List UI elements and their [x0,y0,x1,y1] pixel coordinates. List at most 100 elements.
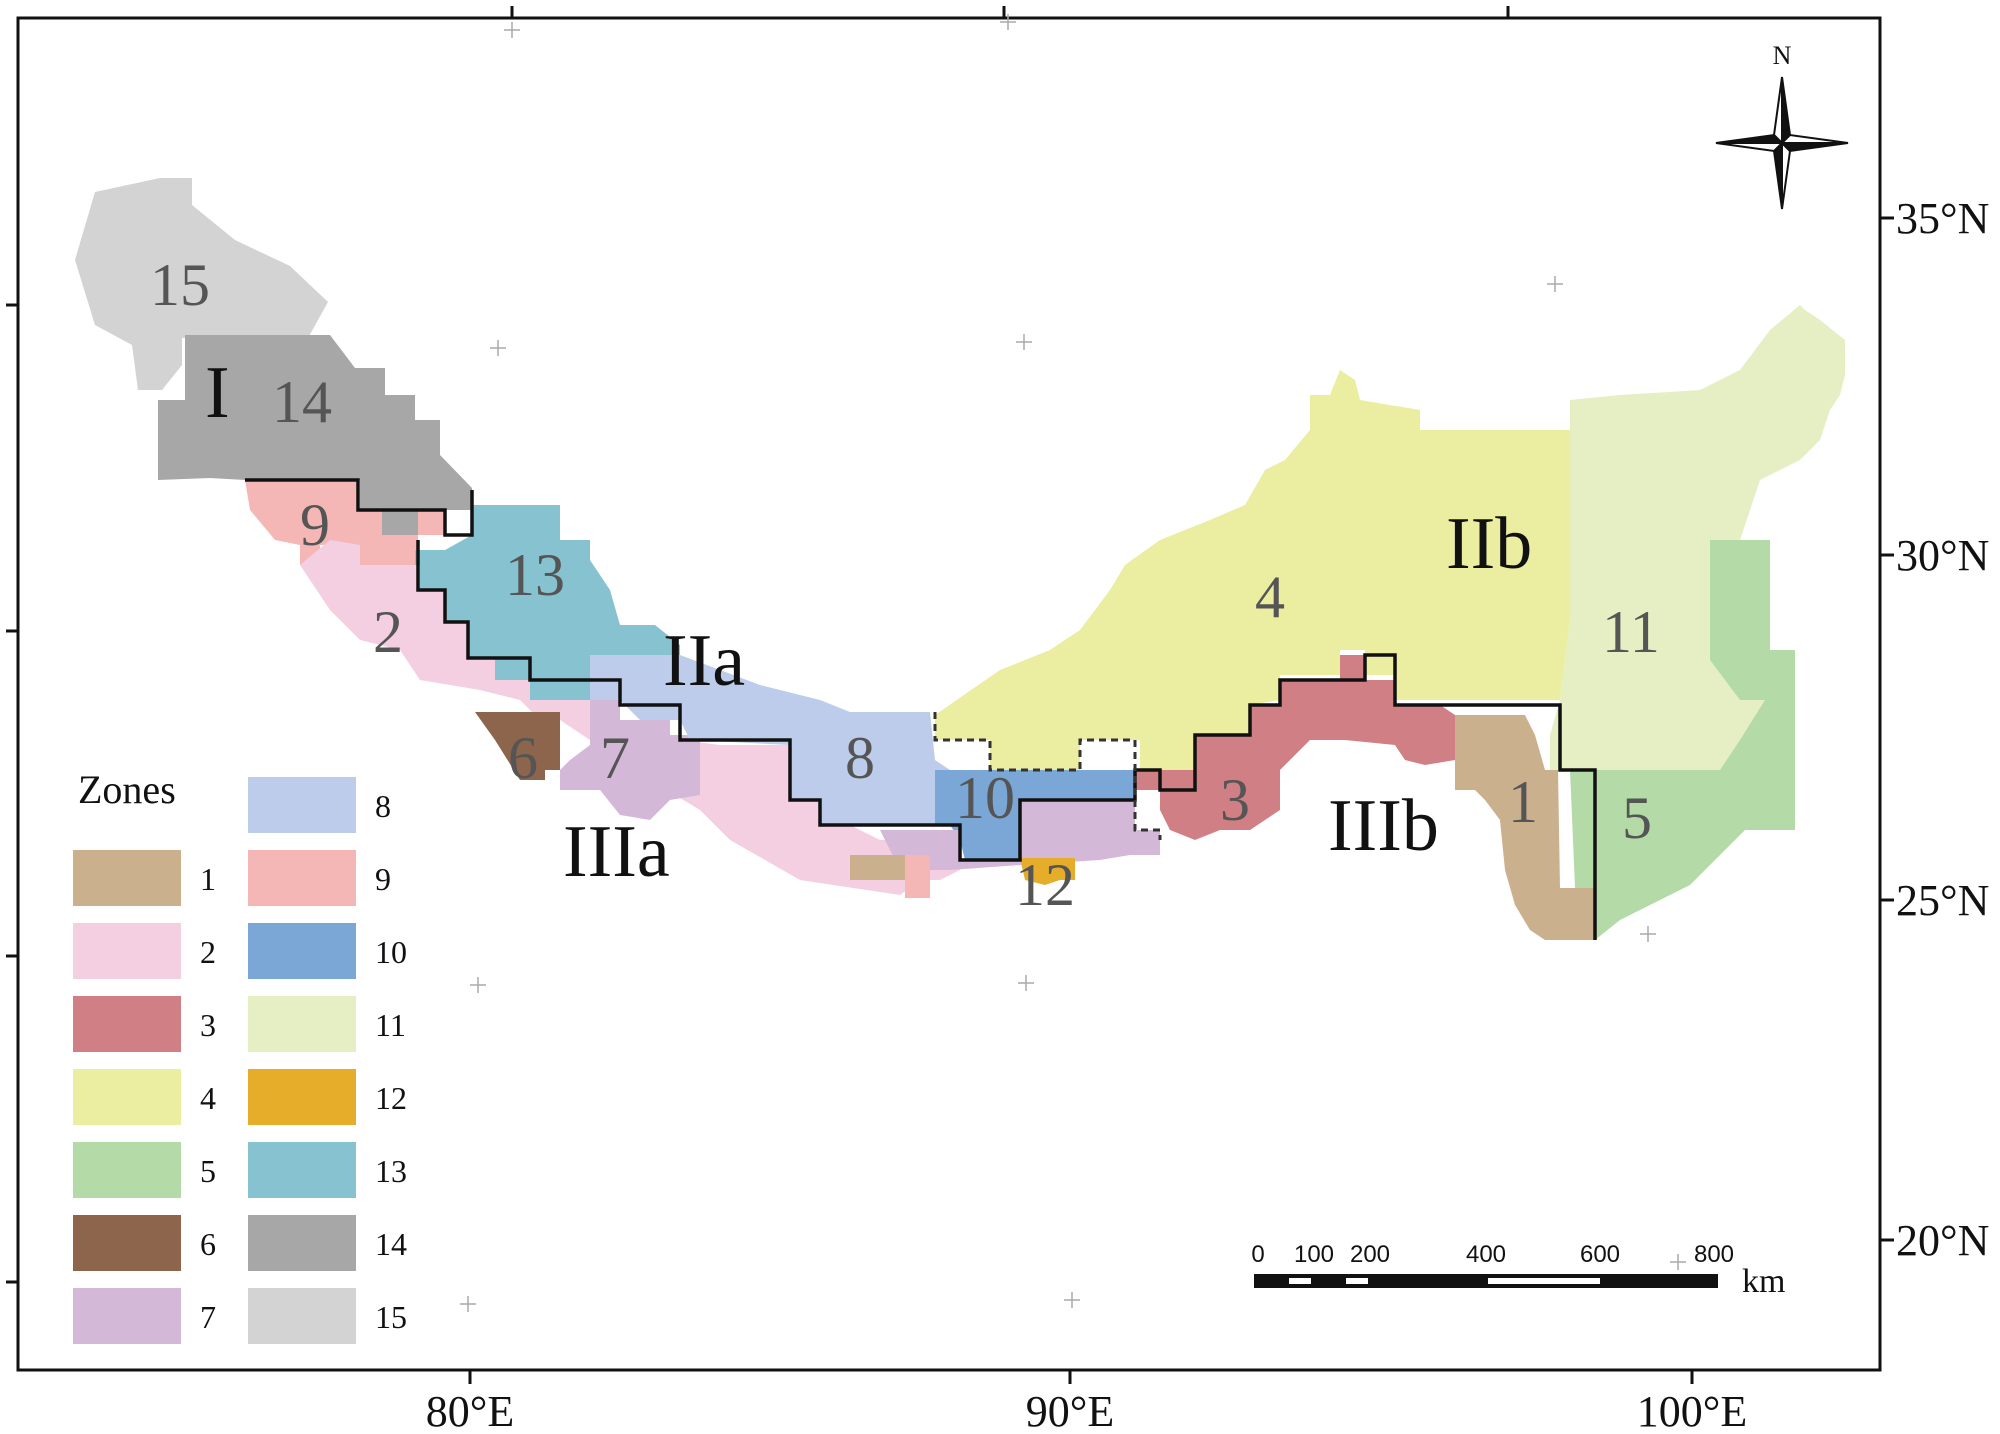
zone-label-12: 12 [1015,852,1075,918]
y-tick-30N: 30°N [1896,531,1989,580]
legend-swatch-6 [73,1215,181,1271]
zone-label-7: 7 [600,725,630,791]
north-arrow-compass-icon [1715,76,1849,210]
zone-number-labels: 15 14 9 13 2 6 7 8 10 12 3 4 11 1 5 [150,252,1660,918]
legend-swatch-4 [73,1069,181,1125]
region-label-IIa: IIa [663,620,745,702]
legend-item-7: 7 [73,1288,216,1344]
legend-item-13: 13 [248,1142,407,1198]
legend-label-9: 9 [375,861,391,897]
zone-12-shape [1020,858,1075,885]
frame-ticks [6,6,1894,1384]
scale-bar-label-400: 400 [1466,1241,1506,1268]
zone-label-11: 11 [1602,599,1660,665]
legend-item-5: 5 [73,1142,216,1198]
legend-swatch-12 [248,1069,356,1125]
region-boundaries [245,478,1597,940]
legend-item-4: 4 [73,1069,216,1125]
zone-label-13: 13 [505,542,565,608]
scale-bar-label-200: 200 [1350,1241,1390,1268]
scale-bar-unit: km [1742,1263,1785,1300]
x-tick-90E: 90°E [1026,1387,1114,1434]
legend-item-12: 12 [248,1069,407,1125]
zone-7-shape [560,700,700,820]
legend-swatch-7 [73,1288,181,1344]
legend-swatch-10 [248,923,356,979]
zone-1b-shape [850,855,905,880]
zone-1-shape [1455,715,1595,940]
scale-bar-label-600: 600 [1580,1241,1620,1268]
legend-item-15: 15 [248,1288,407,1344]
x-axis-labels: 80°E 90°E 100°E [426,1387,1747,1434]
legend-item-14: 14 [248,1215,407,1271]
zone-13-shape [415,505,680,700]
zone-label-15: 15 [150,252,210,318]
legend-label-15: 15 [375,1299,407,1335]
legend-item-8: 8 [248,777,391,833]
y-tick-20N: 20°N [1896,1216,1989,1265]
north-label: N [1773,41,1792,70]
legend-label-4: 4 [200,1080,216,1116]
scale-bar-labels: 0 100 200 400 600 800 [1251,1241,1734,1268]
zone-label-6: 6 [508,725,538,791]
legend-label-13: 13 [375,1153,407,1189]
legend-swatch-9 [248,850,356,906]
legend-item-1: 1 [73,850,216,906]
region-labels: I IIa IIb IIIa IIIb [205,352,1532,893]
legend-label-6: 6 [200,1226,216,1262]
legend-label-12: 12 [375,1080,407,1116]
legend-item-9: 9 [248,850,391,906]
scale-bar-label-0: 0 [1251,1241,1264,1268]
legend-swatch-8 [248,777,356,833]
legend-label-1: 1 [200,861,216,897]
legend-label-2: 2 [200,934,216,970]
x-tick-80E: 80°E [426,1387,514,1434]
scale-bar: 0 100 200 400 600 800 km [1251,1241,1785,1300]
region-label-IIIb: IIIb [1328,785,1439,867]
legend-label-14: 14 [375,1226,407,1262]
zone-label-1: 1 [1508,769,1538,835]
legend-swatch-13 [248,1142,356,1198]
zone-shapes [75,178,1845,940]
legend-swatch-5 [73,1142,181,1198]
region-label-IIIa: IIIa [563,811,670,893]
zone-2-shape [300,540,960,895]
legend-title: Zones [78,767,176,812]
scale-bar-segment-white-1 [1289,1278,1311,1284]
zone-label-8: 8 [845,725,875,791]
scale-bar-segment-white-2 [1346,1278,1368,1284]
zone-label-2: 2 [373,599,403,665]
legend-item-10: 10 [248,923,407,979]
zone-5-shape [1570,540,1795,940]
y-axis-labels: 35°N 30°N 25°N 20°N [1896,194,1989,1265]
y-tick-35N: 35°N [1896,194,1989,243]
legend-item-3: 3 [73,996,216,1052]
scale-bar-label-100: 100 [1294,1241,1334,1268]
region-label-IIb: IIb [1446,503,1532,585]
zone-label-14: 14 [272,369,332,435]
zone-3-shape [1135,655,1455,840]
x-tick-100E: 100°E [1637,1387,1747,1434]
legend-label-11: 11 [375,1007,406,1043]
legend-item-2: 2 [73,923,216,979]
legend-item-11: 11 [248,996,406,1052]
zone-label-5: 5 [1622,785,1652,851]
legend-swatch-15 [248,1288,356,1344]
legend-item-6: 6 [73,1215,216,1271]
zone-6-shape [475,712,560,780]
zone-label-9: 9 [300,492,330,558]
legend-label-3: 3 [200,1007,216,1043]
region-label-I: I [205,352,230,434]
legend-label-10: 10 [375,934,407,970]
legend-label-7: 7 [200,1299,216,1335]
scale-bar-label-800: 800 [1694,1241,1734,1268]
zone-4-shape [935,370,1570,770]
zone-14-shape [158,335,472,535]
legend-swatch-11 [248,996,356,1052]
scale-bar-outline [1254,1274,1718,1288]
zone-label-3: 3 [1220,767,1250,833]
legend-label-5: 5 [200,1153,216,1189]
